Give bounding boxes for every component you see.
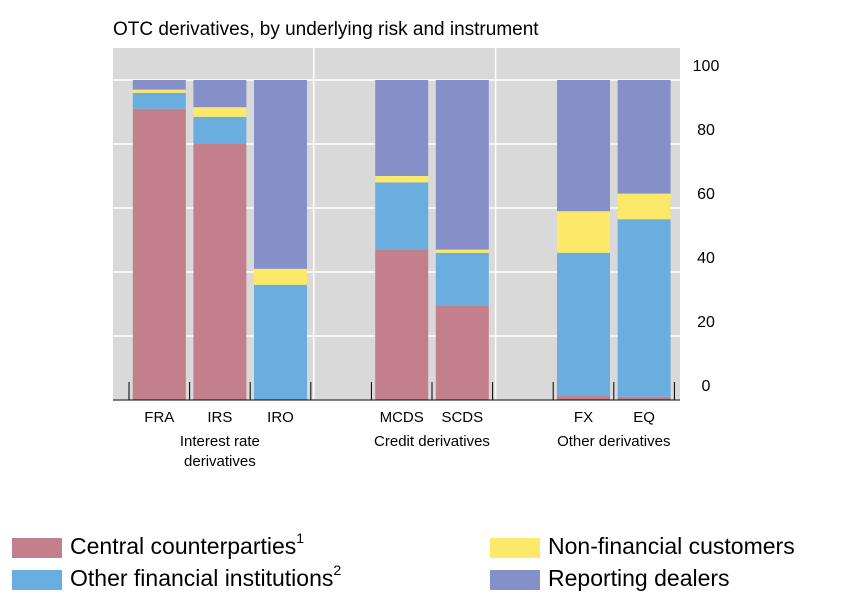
bar-segment <box>375 182 429 250</box>
legend-label: Non-financial customers <box>548 533 795 559</box>
legend-label: Reporting dealers <box>548 565 730 591</box>
x-tick-label: IRO <box>267 409 294 426</box>
bar-segment <box>193 80 247 108</box>
x-tick-label: FRA <box>144 409 174 426</box>
y-tick-label: 20 <box>697 314 715 331</box>
bar-segment <box>435 80 489 250</box>
bar-segment <box>435 305 489 400</box>
legend-label: Central counterparties1 <box>70 530 304 559</box>
bar-segment <box>557 395 610 400</box>
legend-name: Non-financial customers <box>548 533 795 559</box>
legend-name: Central counterparties <box>70 533 296 559</box>
bar-segment <box>557 80 610 212</box>
bar-segment <box>557 211 610 253</box>
x-tick-label: MCDS <box>380 409 424 426</box>
bar-segment <box>375 176 429 183</box>
bar-segment <box>193 116 247 144</box>
y-tick-label: 60 <box>697 186 715 203</box>
bar-segment <box>132 108 186 401</box>
y-tick-label: 40 <box>697 250 715 267</box>
legend-footnote: 2 <box>333 562 341 578</box>
bar-segment <box>617 193 671 220</box>
bar-segment <box>557 252 610 396</box>
legend-swatch <box>490 570 540 590</box>
x-tick-label: FX <box>574 409 593 426</box>
legend-name: Reporting dealers <box>548 565 730 591</box>
bar-segment <box>132 89 186 93</box>
legend-name: Other financial institutions <box>70 565 333 591</box>
bar-segment <box>617 219 671 397</box>
bar-segment <box>254 284 307 400</box>
legend-swatch <box>12 570 62 590</box>
x-tick-label: SCDS <box>441 409 483 426</box>
group-label: Other derivatives <box>557 433 671 450</box>
legend-footnote: 1 <box>296 530 304 546</box>
bar-segment <box>617 396 671 400</box>
bar-segment <box>132 80 186 90</box>
group-label: Interest rate derivatives <box>179 433 260 470</box>
bar-segment <box>375 249 429 400</box>
bar-segment <box>254 80 307 269</box>
x-tick-label: EQ <box>633 409 655 426</box>
x-tick-label: IRS <box>207 409 232 426</box>
bar-segment <box>375 80 429 176</box>
chart-title: OTC derivatives, by underlying risk and … <box>113 19 539 40</box>
bar-segment <box>254 268 307 285</box>
bar-segment <box>435 252 489 306</box>
bar-segment <box>132 92 186 109</box>
y-tick-label: 100 <box>693 58 720 75</box>
y-tick-label: 0 <box>702 378 711 395</box>
bar-segment <box>617 80 671 194</box>
legend-swatch <box>490 538 540 558</box>
legend-label: Other financial institutions2 <box>70 562 341 591</box>
y-tick-label: 80 <box>697 122 715 139</box>
bar-segment <box>193 107 247 117</box>
group-label: Credit derivatives <box>374 433 490 450</box>
bar-segment <box>435 249 489 253</box>
bar-segment <box>193 144 247 400</box>
legend-swatch <box>12 538 62 558</box>
